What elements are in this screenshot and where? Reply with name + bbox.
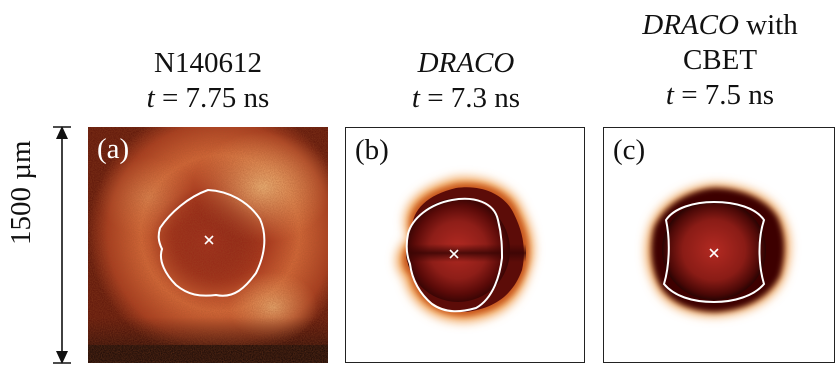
contour-line [662, 200, 766, 304]
contour-line [405, 197, 504, 313]
panel-b-time: t = 7.3 ns [411, 82, 521, 114]
panel-c-title: DRACO with CBET t = 7.5 ns [603, 8, 837, 113]
panel-c-image: (c) [603, 127, 835, 363]
contour-line [157, 188, 266, 297]
scale-bar-arrow [53, 126, 71, 364]
panel-a-title: N140612 t = 7.75 ns [88, 46, 328, 116]
panel-a-time: t = 7.75 ns [146, 82, 270, 114]
simulation-image [396, 177, 534, 322]
panel-b-image: (b) [345, 127, 585, 363]
draco-with-label: DRACO with [642, 9, 798, 41]
cbet-label: CBET [682, 44, 758, 76]
panel-b-title: DRACO t = 7.3 ns [345, 46, 587, 116]
center-marker [204, 235, 214, 245]
simulation-cbet-image [645, 184, 790, 316]
experiment-image [88, 127, 328, 363]
center-marker [709, 248, 719, 258]
shot-number: N140612 [154, 47, 262, 79]
panel-label-b: (b) [355, 134, 389, 166]
panel-label-c: (c) [613, 134, 646, 166]
center-marker [449, 249, 459, 259]
panel-label-a: (a) [97, 133, 130, 165]
scale-bar-label: 1500 µm [5, 140, 37, 245]
panel-a-image: (a) [88, 127, 328, 363]
panel-c-time: t = 7.5 ns [665, 79, 775, 111]
draco-label: DRACO [417, 47, 515, 79]
